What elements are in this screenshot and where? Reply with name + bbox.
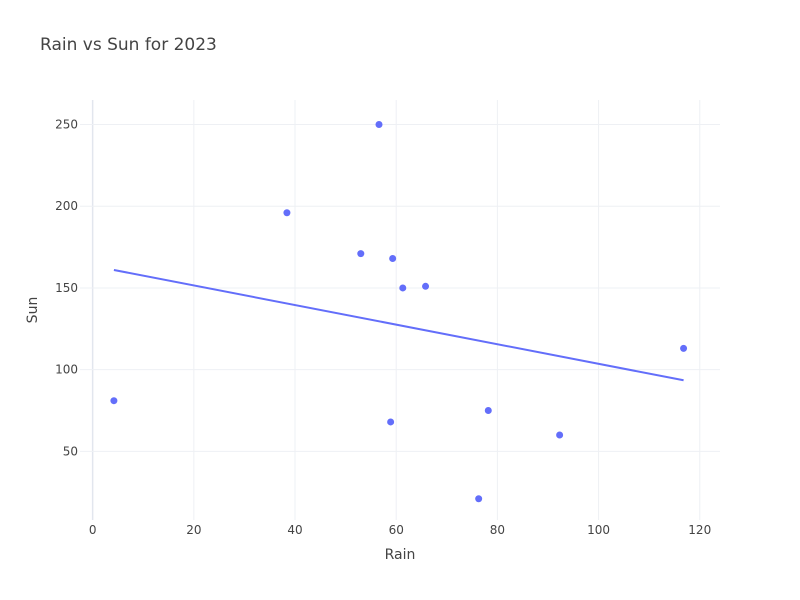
data-point[interactable]: [375, 121, 383, 129]
y-axis-ticks: 50 100 150 200 250: [55, 118, 78, 459]
data-point[interactable]: [387, 418, 395, 426]
data-points: [110, 121, 688, 503]
data-point[interactable]: [556, 431, 564, 439]
y-tick-label: 100: [55, 363, 78, 377]
x-axis-ticks: 0 20 40 60 80 100 120: [89, 523, 711, 537]
data-point[interactable]: [283, 209, 291, 217]
x-tick-label: 40: [287, 523, 302, 537]
data-point[interactable]: [110, 397, 118, 405]
data-point[interactable]: [475, 495, 483, 503]
x-tick-label: 20: [186, 523, 201, 537]
data-point[interactable]: [357, 250, 365, 258]
x-tick-label: 0: [89, 523, 97, 537]
data-point[interactable]: [680, 344, 688, 352]
y-tick-label: 150: [55, 281, 78, 295]
y-axis-title: Sun: [25, 297, 41, 324]
data-point[interactable]: [389, 255, 397, 263]
grid: [80, 100, 720, 520]
x-tick-label: 60: [389, 523, 404, 537]
x-axis-title: Rain: [385, 547, 416, 563]
data-point[interactable]: [422, 282, 430, 290]
x-tick-label: 100: [587, 523, 610, 537]
chart-title: Rain vs Sun for 2023: [40, 35, 217, 55]
trend-line: [113, 268, 684, 382]
y-tick-label: 200: [55, 199, 78, 213]
data-point[interactable]: [399, 284, 407, 292]
x-tick-label: 80: [490, 523, 505, 537]
data-point[interactable]: [484, 407, 492, 415]
y-tick-label: 250: [55, 118, 78, 132]
x-tick-label: 120: [688, 523, 711, 537]
y-tick-label: 50: [63, 444, 78, 458]
